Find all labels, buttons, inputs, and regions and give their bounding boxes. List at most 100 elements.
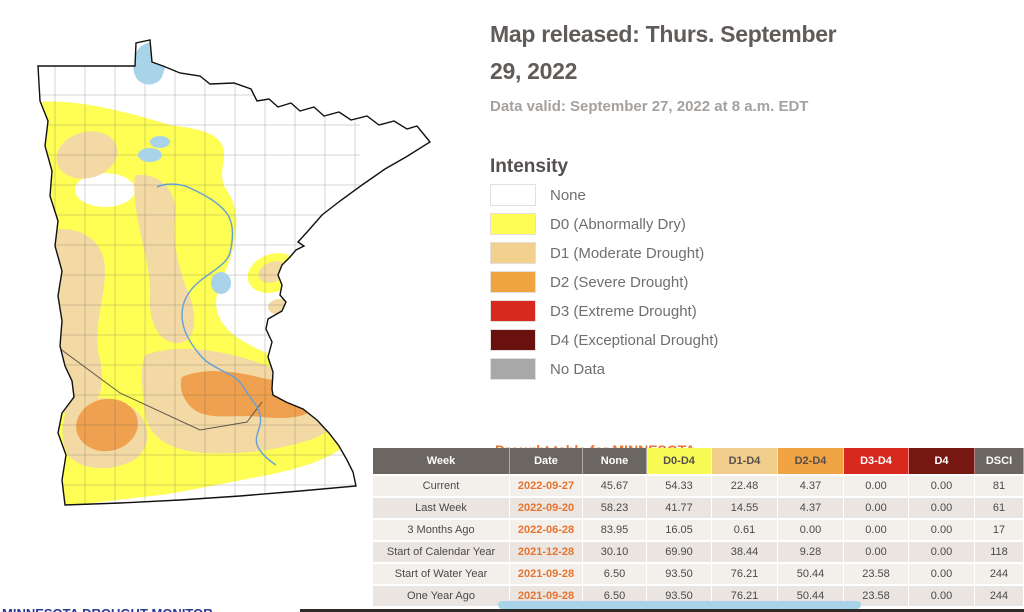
table-row-3-months-ago: 3 Months Ago 2022-06-28 83.95 16.05 0.61… [373, 518, 1024, 540]
value-d2d4: 0.00 [778, 518, 844, 540]
d1-area-west [49, 229, 105, 418]
value-none: 83.95 [583, 518, 647, 540]
value-d0d4: 41.77 [647, 496, 712, 518]
week-label: 3 Months Ago [373, 518, 510, 540]
legend-label: D0 (Abnormally Dry) [550, 215, 686, 233]
col-dsci: DSCI [975, 448, 1024, 474]
value-none: 30.10 [583, 540, 647, 562]
value-d0d4: 93.50 [647, 584, 712, 606]
week-label: Start of Water Year [373, 562, 510, 584]
minnesota-drought-map[interactable] [10, 25, 470, 525]
table-row-current: Current 2022-09-27 45.67 54.33 22.48 4.3… [373, 474, 1024, 496]
value-d1d4: 0.61 [712, 518, 778, 540]
value-d4: 0.00 [909, 518, 975, 540]
legend-item-none: None [490, 184, 718, 206]
value-dsci: 61 [975, 496, 1024, 518]
legend-item-d3: D3 (Extreme Drought) [490, 300, 718, 322]
clipped-table-heading[interactable]: Drought table for MINNESOTA [495, 440, 735, 448]
legend-item-d2: D2 (Severe Drought) [490, 271, 718, 293]
value-d2d4: 50.44 [778, 584, 844, 606]
value-d4: 0.00 [909, 562, 975, 584]
d2-swatch [490, 271, 536, 293]
value-d4: 0.00 [909, 540, 975, 562]
date-link[interactable]: 2021-09-28 [510, 584, 583, 606]
d1-swatch [490, 242, 536, 264]
legend-item-d1: D1 (Moderate Drought) [490, 242, 718, 264]
clipped-footer-link[interactable]: MINNESOTA DROUGHT MONITOR [2, 606, 222, 612]
value-d4: 0.00 [909, 474, 975, 496]
d4-swatch [490, 329, 536, 351]
legend-label: D3 (Extreme Drought) [550, 302, 697, 320]
legend-label: D1 (Moderate Drought) [550, 244, 705, 262]
date-link[interactable]: 2022-06-28 [510, 518, 583, 540]
col-none: None [583, 448, 647, 474]
legend-title: Intensity [490, 156, 569, 177]
col-d4: D4 [909, 448, 975, 474]
value-dsci: 17 [975, 518, 1024, 540]
value-d1d4: 76.21 [712, 562, 778, 584]
data-valid-subtitle: Data valid: September 27, 2022 at 8 a.m.… [490, 98, 809, 115]
none-hole [75, 173, 135, 207]
table-row-last-week: Last Week 2022-09-20 58.23 41.77 14.55 4… [373, 496, 1024, 518]
table-header-row: Week Date None D0-D4 D1-D4 D2-D4 D3-D4 D… [373, 448, 1024, 474]
d0-swatch [490, 213, 536, 235]
value-none: 58.23 [583, 496, 647, 518]
value-dsci: 244 [975, 584, 1024, 606]
table-horizontal-scrollbar[interactable] [498, 601, 861, 609]
section-divider [300, 609, 1024, 612]
mille-lacs-lake [211, 272, 231, 294]
table-row-start-water-year: Start of Water Year 2021-09-28 6.50 93.5… [373, 562, 1024, 584]
drought-history-table: Week Date None D0-D4 D1-D4 D2-D4 D3-D4 D… [373, 448, 1024, 606]
value-d3d4: 23.58 [844, 584, 909, 606]
col-d0d4: D0-D4 [647, 448, 712, 474]
value-d1d4: 38.44 [712, 540, 778, 562]
minnesota-river-boundary [54, 344, 263, 431]
col-d2d4: D2-D4 [778, 448, 844, 474]
legend-label: None [550, 186, 586, 204]
week-label: Last Week [373, 496, 510, 518]
value-none: 6.50 [583, 562, 647, 584]
value-d0d4: 69.90 [647, 540, 712, 562]
value-d0d4: 16.05 [647, 518, 712, 540]
value-d4: 0.00 [909, 584, 975, 606]
nodata-swatch [490, 358, 536, 380]
none-swatch [490, 184, 536, 206]
value-d0d4: 54.33 [647, 474, 712, 496]
table-row-one-year-ago: One Year Ago 2021-09-28 6.50 93.50 76.21… [373, 584, 1024, 606]
legend-item-nodata: No Data [490, 358, 718, 380]
value-dsci: 81 [975, 474, 1024, 496]
legend-label: D4 (Exceptional Drought) [550, 331, 719, 349]
value-d3d4: 0.00 [844, 540, 909, 562]
table-row-start-calendar-year: Start of Calendar Year 2021-12-28 30.10 … [373, 540, 1024, 562]
col-week: Week [373, 448, 510, 474]
lower-red-lake [138, 148, 162, 162]
value-none: 6.50 [583, 584, 647, 606]
minnesota-map-svg [37, 39, 432, 506]
date-link[interactable]: 2021-09-28 [510, 562, 583, 584]
d3-swatch [490, 300, 536, 322]
value-d3d4: 0.00 [844, 496, 909, 518]
date-link[interactable]: 2021-12-28 [510, 540, 583, 562]
value-dsci: 118 [975, 540, 1024, 562]
legend-label: No Data [550, 360, 606, 378]
legend-label: D2 (Severe Drought) [550, 273, 689, 291]
value-dsci: 244 [975, 562, 1024, 584]
value-d2d4: 50.44 [778, 562, 844, 584]
map-released-title: Map released: Thurs. September 29, 2022 [490, 21, 837, 84]
col-date: Date [510, 448, 583, 474]
legend-item-d0: D0 (Abnormally Dry) [490, 213, 718, 235]
state-outline [37, 39, 432, 506]
week-label: Current [373, 474, 510, 496]
col-d3d4: D3-D4 [844, 448, 909, 474]
value-none: 45.67 [583, 474, 647, 496]
value-d2d4: 4.37 [778, 474, 844, 496]
date-link[interactable]: 2022-09-20 [510, 496, 583, 518]
value-d1d4: 22.48 [712, 474, 778, 496]
col-d1d4: D1-D4 [712, 448, 778, 474]
value-d4: 0.00 [909, 496, 975, 518]
date-link[interactable]: 2022-09-27 [510, 474, 583, 496]
intensity-legend: None D0 (Abnormally Dry) D1 (Moderate Dr… [490, 184, 718, 380]
legend-item-d4: D4 (Exceptional Drought) [490, 329, 718, 351]
value-d0d4: 93.50 [647, 562, 712, 584]
